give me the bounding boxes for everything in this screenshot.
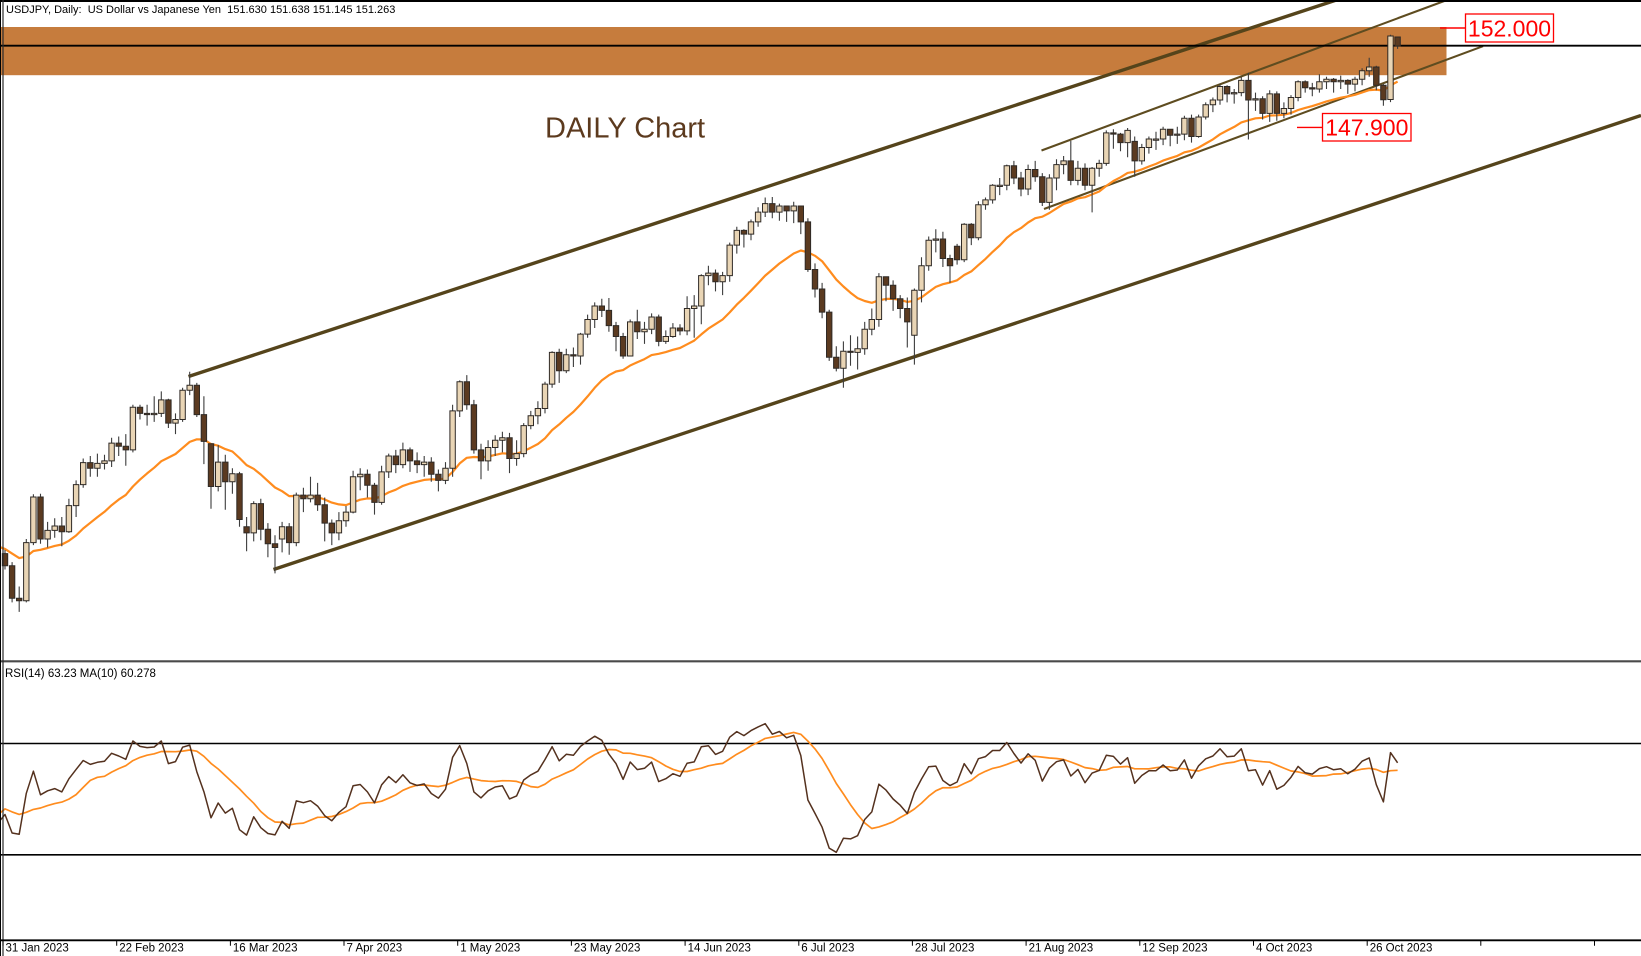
- svg-text:USDJPY, Daily: US Dollar vs J: USDJPY, Daily: US Dollar vs Japanese Yen…: [6, 4, 395, 16]
- svg-text:4 Oct 2023: 4 Oct 2023: [1256, 943, 1312, 955]
- svg-text:23 May 2023: 23 May 2023: [574, 943, 641, 955]
- svg-text:22 Feb 2023: 22 Feb 2023: [119, 943, 184, 955]
- svg-text:RSI(14) 63.23 MA(10) 60.278: RSI(14) 63.23 MA(10) 60.278: [5, 668, 156, 680]
- svg-text:152.000: 152.000: [1468, 15, 1551, 41]
- svg-text:DAILY Chart: DAILY Chart: [545, 113, 705, 145]
- svg-text:147.900: 147.900: [1325, 115, 1408, 141]
- svg-text:6 Jul 2023: 6 Jul 2023: [801, 943, 854, 955]
- svg-text:16 Mar 2023: 16 Mar 2023: [233, 943, 298, 955]
- svg-text:12 Sep 2023: 12 Sep 2023: [1142, 943, 1207, 955]
- svg-text:31 Jan 2023: 31 Jan 2023: [6, 943, 69, 955]
- svg-text:1 May 2023: 1 May 2023: [460, 943, 520, 955]
- svg-text:14 Jun 2023: 14 Jun 2023: [688, 943, 751, 955]
- svg-text:28 Jul 2023: 28 Jul 2023: [915, 943, 974, 955]
- svg-text:7 Apr 2023: 7 Apr 2023: [347, 943, 403, 955]
- svg-text:26 Oct 2023: 26 Oct 2023: [1370, 943, 1433, 955]
- svg-text:21 Aug 2023: 21 Aug 2023: [1029, 943, 1094, 955]
